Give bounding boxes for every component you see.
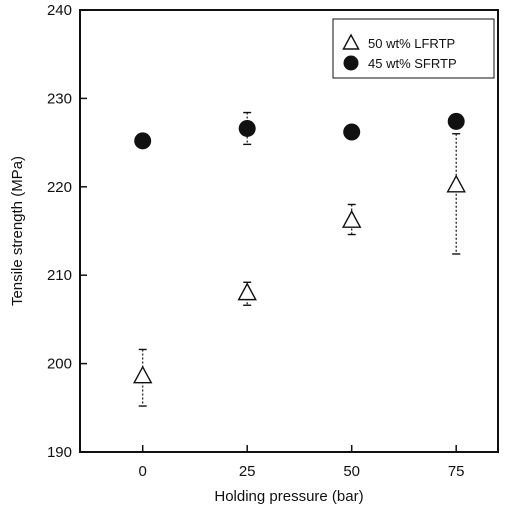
legend-label-sfrtp: 45 wt% SFRTP — [368, 56, 457, 71]
data-marks — [132, 111, 466, 407]
x-axis-ticks: 0 25 50 75 — [139, 445, 465, 480]
data-point-triangle — [446, 174, 466, 193]
y-axis-ticks: 190 200 210 220 230 240 — [47, 2, 87, 461]
plot-frame — [79, 9, 499, 453]
x-tick-label: 0 — [139, 463, 147, 480]
legend-box — [332, 18, 495, 79]
data-point-circle — [447, 112, 465, 130]
y-tick-label: 210 — [47, 267, 72, 284]
y-tick-label: 230 — [47, 90, 72, 107]
legend-triangle-marker — [342, 33, 360, 50]
legend-label-lfrtp: 50 wt% LFRTP — [368, 36, 455, 51]
x-tick-label: 75 — [448, 463, 465, 480]
legend-circle-marker — [343, 55, 359, 71]
x-tick-label: 50 — [343, 463, 360, 480]
y-tick-label: 190 — [47, 444, 72, 461]
data-point-circle — [134, 132, 152, 150]
data-point-triangle — [132, 365, 153, 384]
y-axis-title: Tensile strength (MPa) — [9, 156, 26, 306]
data-point-circle — [343, 123, 361, 141]
x-tick-label: 25 — [239, 463, 256, 480]
data-point-circle — [238, 119, 256, 137]
y-tick-label: 200 — [47, 356, 72, 373]
y-tick-label: 240 — [47, 2, 72, 19]
x-axis-title: Holding pressure (bar) — [214, 488, 363, 505]
data-point-triangle — [237, 282, 257, 301]
y-tick-label: 220 — [47, 179, 72, 196]
data-point-triangle — [341, 209, 362, 228]
legend: 50 wt% LFRTP 45 wt% SFRTP — [332, 18, 495, 79]
